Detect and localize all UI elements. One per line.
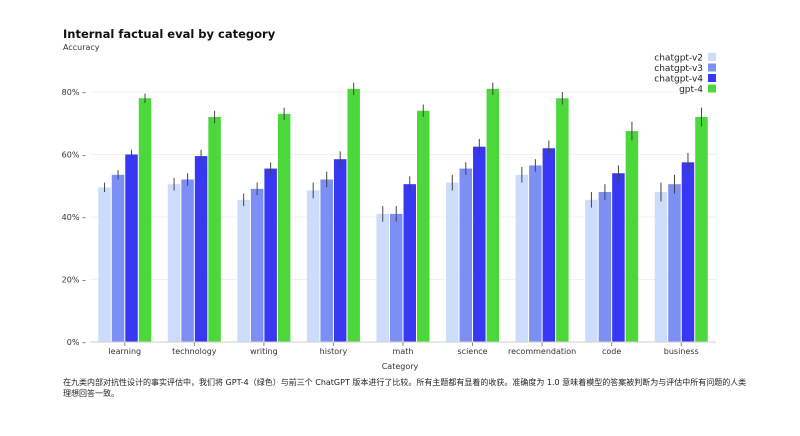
bar-chatgpt-v3-writing [250,188,264,342]
x-ticks: learning technology writing history math scie… [108,342,699,356]
chart-title: Internal factual eval by category [63,27,276,41]
x-axis-label: Category [382,362,419,371]
legend-label-chatgpt-v3: chatgpt-v3 [654,64,703,74]
bar-chatgpt-v3-learning [111,174,125,342]
bar-chatgpt-v4-learning [125,154,138,342]
bar-chatgpt-v4-math [403,184,416,342]
legend-label-gpt-4: gpt-4 [679,85,703,95]
bar-chatgpt-v3-technology [181,179,194,342]
bar-chatgpt-v2-technology [167,184,181,342]
bar-chatgpt-v2-code [585,199,598,342]
bar-chatgpt-v2-history [306,190,320,342]
y-ticks: 0% – 20% – 40% – 60% – 80% – [62,88,86,347]
bar-chatgpt-v4-technology [194,156,208,342]
x-tick-label-recommendation: recommendation [508,347,576,356]
legend-swatch-chatgpt-v3 [708,63,716,72]
bar-chatgpt-v4-business [681,162,695,342]
bar-gpt-4-writing [277,113,291,342]
x-tick-label-history: history [320,347,348,356]
bars [98,88,708,342]
y-tick-label: 20% – [62,276,86,285]
bar-gpt-4-technology [208,117,221,342]
bar-gpt-4-code [625,131,639,342]
legend-swatch-chatgpt-v4 [708,74,716,82]
x-tick-label-technology: technology [172,347,217,356]
bar-chatgpt-v2-business [654,192,668,342]
bar-chatgpt-v4-science [473,146,486,342]
y-axis-label: Accuracy [63,43,100,52]
y-tick-label: 40% – [62,213,86,222]
bar-chatgpt-v2-writing [237,199,250,342]
x-tick-label-code: code [602,347,621,356]
bar-chatgpt-v2-recommendation [515,174,529,342]
y-tick-label: 80% – [62,88,86,97]
bar-chart: Internal factual eval by category Accura… [62,27,716,371]
bar-chatgpt-v2-math [376,213,389,342]
legend-swatch-chatgpt-v2 [708,53,716,61]
bar-gpt-4-history [347,88,360,342]
bar-chatgpt-v3-math [390,213,403,342]
bar-chatgpt-v4-writing [264,168,277,342]
legend-label-chatgpt-v4: chatgpt-v4 [654,75,703,85]
bar-chatgpt-v2-learning [98,187,111,342]
bar-chatgpt-v4-code [612,173,625,342]
x-tick-label-math: math [393,347,414,356]
grid [90,91,716,280]
bar-gpt-4-recommendation [556,98,569,342]
bar-chatgpt-v3-recommendation [529,165,542,342]
bar-chatgpt-v2-science [446,182,459,342]
bar-chatgpt-v4-recommendation [542,148,556,342]
x-tick-label-learning: learning [108,347,141,356]
bar-chatgpt-v3-history [320,179,333,342]
x-tick-label-business: business [664,347,699,356]
x-tick-label-science: science [458,347,488,356]
bar-gpt-4-learning [138,98,152,342]
legend-swatch-gpt-4 [708,84,716,93]
y-tick-label: 60% – [62,151,86,160]
bar-chatgpt-v3-business [668,184,681,342]
x-tick-label-writing: writing [250,347,278,356]
y-tick-label: 0% – [67,338,86,347]
bar-gpt-4-science [486,88,500,342]
bar-gpt-4-business [695,117,708,342]
bar-gpt-4-math [417,110,430,342]
error-bars [104,82,702,222]
bar-chatgpt-v3-code [598,192,612,342]
bar-chatgpt-v4-history [333,159,347,342]
chart-caption: 在九类内部对抗性设计的事实评估中，我们将 GPT-4（绿色）与前三个 ChatG… [63,378,747,398]
bar-chatgpt-v3-science [459,168,473,342]
legend-label-chatgpt-v2: chatgpt-v2 [654,54,703,64]
